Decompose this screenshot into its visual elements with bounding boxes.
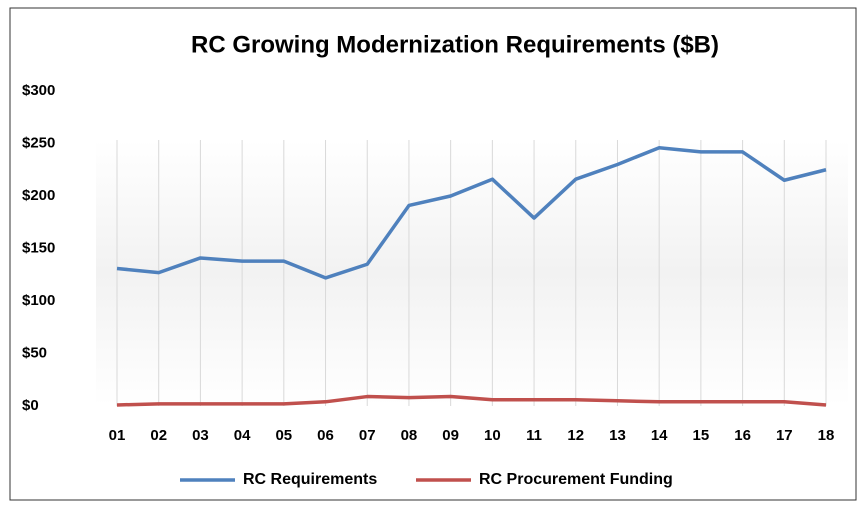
x-tick-label: 07 [359,427,376,444]
x-tick-label: 15 [693,427,710,444]
y-tick-label: $50 [22,344,47,361]
plot-background [96,140,848,406]
y-tick-label: $300 [22,82,55,99]
data-line [116,145,827,280]
x-tick-label: 03 [192,427,209,444]
x-tick-label: 16 [734,427,751,444]
x-tick-label: 11 [526,427,542,444]
x-tick-label: 04 [234,427,251,444]
x-tick-label: 08 [401,427,418,444]
x-tick-label: 05 [275,427,292,444]
x-tick-label: 12 [567,427,584,444]
x-tick-label: 14 [651,427,668,444]
x-tick-label: 17 [776,427,793,444]
x-tick-label: 01 [109,427,126,444]
y-tick-label: $150 [22,239,55,256]
y-tick-label: $250 [22,134,55,151]
legend-label: RC Requirements [243,471,377,488]
x-tick-label: 13 [609,427,626,444]
chart-title: RC Growing Modernization Requirements ($… [191,31,719,58]
y-tick-label: $0 [22,397,39,414]
x-tick-label: 02 [150,427,167,444]
x-tick-label: 10 [484,427,501,444]
y-tick-label: $200 [22,187,55,204]
y-tick-label: $100 [22,292,55,309]
x-tick-label: 09 [442,427,459,444]
data-line [116,394,827,407]
x-tick-label: 06 [317,427,334,444]
x-tick-label: 18 [818,427,835,444]
legend-label: RC Procurement Funding [479,471,673,488]
